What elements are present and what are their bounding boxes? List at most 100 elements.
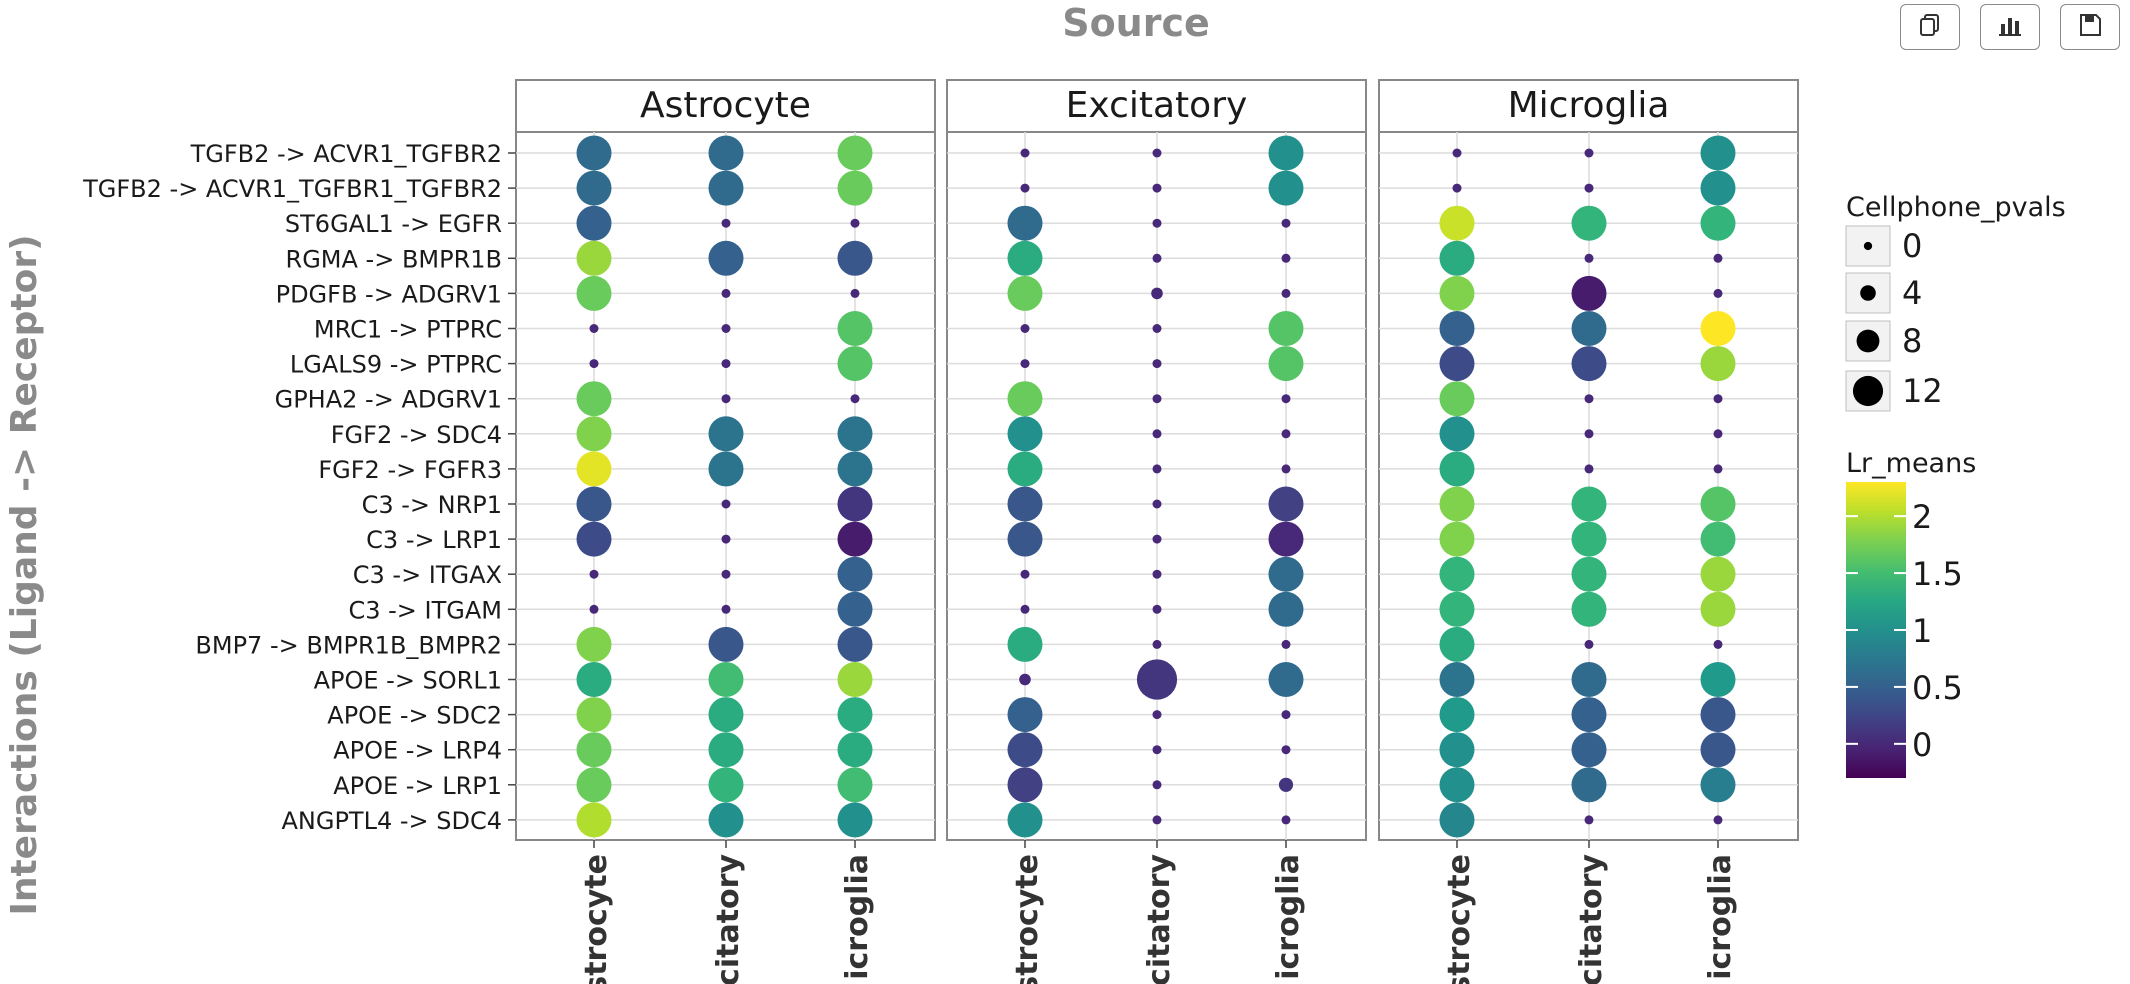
data-point xyxy=(721,394,731,404)
data-point xyxy=(1713,288,1723,298)
data-point xyxy=(1700,767,1736,803)
data-point xyxy=(1152,604,1162,614)
data-point xyxy=(1152,815,1162,825)
chart-title: Source xyxy=(1062,1,1210,45)
data-point xyxy=(1571,662,1607,697)
data-point xyxy=(1571,205,1607,241)
data-point xyxy=(837,591,873,627)
y-tick-label: TGFB2 -> ACVR1_TGFBR1_TGFBR2 xyxy=(82,175,502,203)
color-legend-label: 2 xyxy=(1912,498,1932,536)
y-tick-label: GPHA2 -> ADGRV1 xyxy=(275,386,502,414)
data-point xyxy=(1439,381,1475,417)
data-point xyxy=(1439,767,1475,803)
size-legend-title: Cellphone_pvals xyxy=(1846,192,2066,223)
data-point xyxy=(837,767,873,803)
data-point xyxy=(708,451,744,487)
color-legend-title: Lr_means xyxy=(1846,448,1976,479)
y-tick-label: FGF2 -> SDC4 xyxy=(331,421,502,449)
data-point xyxy=(1571,311,1607,346)
data-point xyxy=(576,732,612,768)
data-point xyxy=(850,394,860,404)
data-point xyxy=(576,135,612,171)
y-tick-label: PDGFB -> ADGRV1 xyxy=(276,280,502,308)
size-legend-dot xyxy=(1863,241,1873,251)
data-point xyxy=(1152,534,1162,544)
data-point xyxy=(1439,697,1475,733)
data-point xyxy=(1151,287,1163,300)
y-tick-label: ST6GAL1 -> EGFR xyxy=(285,210,502,238)
data-point xyxy=(576,697,612,733)
data-point xyxy=(1020,183,1030,193)
data-point xyxy=(837,732,873,768)
data-point xyxy=(1281,639,1291,649)
data-point xyxy=(1268,521,1304,557)
data-point xyxy=(1713,639,1723,649)
y-tick-label: C3 -> NRP1 xyxy=(362,491,502,519)
x-tick-label: citatory xyxy=(1142,854,1177,984)
data-point xyxy=(1700,170,1736,206)
data-point xyxy=(1439,591,1475,627)
x-tick-label: icroglia xyxy=(1703,854,1738,980)
y-tick-label: APOE -> LRP4 xyxy=(333,737,502,765)
data-point xyxy=(708,662,744,697)
data-point xyxy=(1278,777,1294,792)
data-point xyxy=(1281,429,1291,439)
data-point xyxy=(1439,626,1475,662)
data-point xyxy=(1152,429,1162,439)
data-point xyxy=(589,359,599,369)
facet-strip xyxy=(1378,79,1799,133)
data-point xyxy=(1452,148,1462,158)
data-point xyxy=(1571,697,1607,733)
data-point xyxy=(1439,416,1475,452)
data-point xyxy=(1152,253,1162,263)
data-point xyxy=(1268,556,1304,592)
y-tick-label: RGMA -> BMPR1B xyxy=(286,245,502,273)
size-legend-dot xyxy=(1852,375,1884,407)
data-point xyxy=(1439,311,1475,346)
data-point xyxy=(1439,662,1475,697)
data-point xyxy=(837,135,873,171)
y-tick-label: C3 -> LRP1 xyxy=(366,526,502,554)
floppy-disk-icon xyxy=(2077,12,2103,42)
x-tick-label: icroglia xyxy=(840,854,875,980)
data-point xyxy=(1700,521,1736,557)
save-button[interactable] xyxy=(2060,4,2120,50)
y-tick-label: LGALS9 -> PTPRC xyxy=(290,351,502,379)
data-point xyxy=(576,416,612,452)
size-legend-label: 0 xyxy=(1902,227,1922,265)
data-point xyxy=(1571,767,1607,803)
y-tick-label: APOE -> LRP1 xyxy=(333,772,502,800)
data-point xyxy=(721,218,731,228)
data-point xyxy=(708,732,744,768)
facet-panel-microglia: Microglia xyxy=(1378,79,1799,848)
facet-strip-label: Microglia xyxy=(1508,85,1670,126)
data-point xyxy=(837,486,873,522)
x-tick-label: icroglia xyxy=(1271,854,1306,980)
chart-button[interactable] xyxy=(1980,4,2040,50)
data-point xyxy=(1584,639,1594,649)
facet-strip-label: Excitatory xyxy=(1066,85,1248,126)
data-point xyxy=(1281,253,1291,263)
data-point xyxy=(837,556,873,592)
x-tick-label: citatory xyxy=(711,854,746,984)
data-point xyxy=(1439,240,1475,276)
data-point xyxy=(1700,311,1736,346)
facet-strip-label: Astrocyte xyxy=(640,85,811,126)
data-point xyxy=(1007,802,1043,838)
data-point xyxy=(1020,604,1030,614)
data-point xyxy=(837,416,873,452)
data-point xyxy=(721,534,731,544)
data-point xyxy=(576,626,612,662)
data-point xyxy=(576,205,612,241)
data-point xyxy=(1571,591,1607,627)
facet-panel-excitatory: Excitatory xyxy=(946,79,1367,848)
data-point xyxy=(1439,451,1475,487)
data-point xyxy=(1584,429,1594,439)
data-point xyxy=(708,170,744,206)
data-point xyxy=(1439,732,1475,768)
data-point xyxy=(708,802,744,838)
copy-button[interactable] xyxy=(1900,4,1960,50)
data-point xyxy=(576,381,612,417)
x-tick-label: citatory xyxy=(1574,854,1609,984)
data-point xyxy=(1152,639,1162,649)
